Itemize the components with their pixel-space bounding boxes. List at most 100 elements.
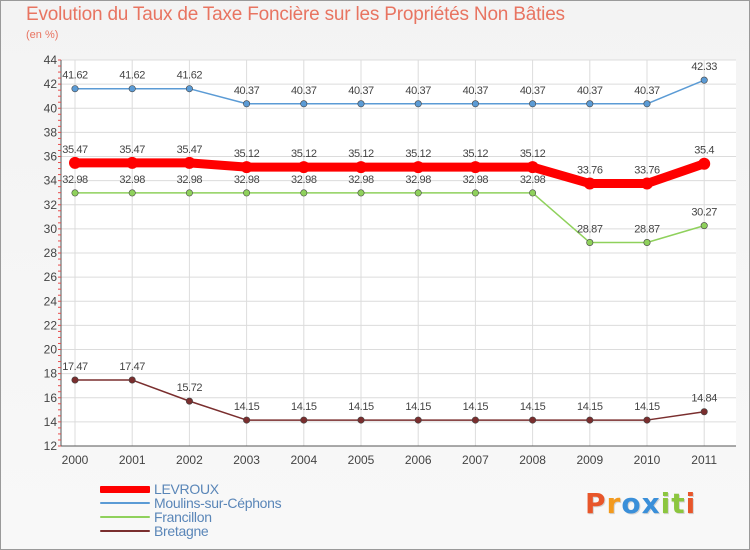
legend-label: LEVROUX xyxy=(154,481,219,497)
data-label: 35.12 xyxy=(463,148,489,160)
legend-item-bretagne: Bretagne xyxy=(100,524,281,538)
data-point xyxy=(469,161,482,174)
chart-subtitle: (en %) xyxy=(26,29,59,41)
data-point xyxy=(185,397,193,405)
data-label: 14.15 xyxy=(348,401,374,413)
legend-swatch xyxy=(100,485,150,493)
y-tick-label: 42 xyxy=(44,77,58,91)
data-label: 41.62 xyxy=(62,70,88,82)
data-label: 35.47 xyxy=(119,144,145,156)
data-label: 42.33 xyxy=(691,61,717,73)
data-point xyxy=(586,100,594,108)
data-point xyxy=(243,100,251,108)
data-point xyxy=(641,177,653,190)
logo-letter: r xyxy=(606,487,622,520)
y-tick-label: 14 xyxy=(44,415,58,429)
y-tick-label: 22 xyxy=(44,318,58,332)
data-point xyxy=(71,189,79,197)
legend-label: Francillon xyxy=(154,509,212,525)
y-tick-label: 34 xyxy=(44,174,58,188)
data-point xyxy=(300,189,308,197)
data-label: 41.62 xyxy=(177,70,203,82)
data-label: 32.98 xyxy=(234,174,260,186)
data-label: 14.15 xyxy=(520,401,546,413)
data-label: 33.76 xyxy=(634,165,660,177)
y-tick-label: 32 xyxy=(44,198,58,212)
data-point xyxy=(643,416,651,424)
data-point xyxy=(243,416,251,424)
data-point xyxy=(185,189,193,197)
data-point xyxy=(300,100,308,108)
data-label: 32.98 xyxy=(177,174,203,186)
data-point xyxy=(128,189,136,197)
series-line xyxy=(74,79,705,105)
data-point xyxy=(700,222,708,230)
y-tick-label: 18 xyxy=(44,367,58,381)
logo-letter: t xyxy=(671,487,686,520)
data-point xyxy=(529,100,537,108)
data-point xyxy=(357,189,365,197)
legend-swatch xyxy=(100,516,150,518)
legend-swatch xyxy=(100,530,150,532)
data-label: 14.15 xyxy=(405,401,431,413)
data-point xyxy=(412,161,425,174)
logo-letter: P xyxy=(585,487,607,520)
y-tick-label: 20 xyxy=(44,343,58,357)
y-tick-label: 36 xyxy=(44,150,58,164)
data-label: 32.98 xyxy=(291,174,317,186)
data-point xyxy=(643,100,651,108)
data-label: 35.12 xyxy=(234,148,260,160)
data-label: 14.15 xyxy=(234,401,260,413)
series-line xyxy=(70,158,709,189)
data-label: 35.4 xyxy=(694,145,714,157)
legend-item-moulins: Moulins-sur-Céphons xyxy=(100,496,282,510)
logo-letter: i xyxy=(685,487,697,520)
data-label: 35.12 xyxy=(520,148,546,160)
data-label: 41.62 xyxy=(119,70,145,82)
x-tick-label: 2009 xyxy=(576,453,603,467)
data-point xyxy=(586,239,594,247)
data-label: 35.47 xyxy=(177,144,203,156)
logo-letter: x xyxy=(641,487,661,520)
data-label: 14.84 xyxy=(691,393,717,405)
data-label: 15.72 xyxy=(177,382,203,394)
data-point xyxy=(355,161,367,174)
x-tick-label: 2005 xyxy=(348,453,375,467)
data-point xyxy=(128,376,136,384)
data-point xyxy=(643,239,651,247)
y-tick-label: 44 xyxy=(44,53,58,67)
data-point xyxy=(240,161,253,174)
data-label: 40.37 xyxy=(463,85,489,97)
data-point xyxy=(128,85,136,93)
y-tick-label: 38 xyxy=(44,125,58,139)
data-point xyxy=(297,161,310,174)
data-point xyxy=(526,161,539,174)
data-point xyxy=(471,100,479,108)
series-line xyxy=(74,379,705,421)
x-tick-label: 2011 xyxy=(691,453,717,467)
data-label: 14.15 xyxy=(291,401,317,413)
data-label: 40.37 xyxy=(348,85,374,97)
x-tick-label: 2004 xyxy=(290,453,317,467)
data-point xyxy=(414,189,422,197)
data-label: 35.47 xyxy=(62,144,88,156)
data-label: 17.47 xyxy=(119,361,145,373)
x-tick-label: 2008 xyxy=(519,453,546,467)
chart-legend: LEVROUX Moulins-sur-Céphons Francillon B… xyxy=(100,481,282,538)
data-label: 32.98 xyxy=(62,174,88,186)
data-point xyxy=(71,85,79,93)
data-point xyxy=(700,408,708,416)
data-label: 40.37 xyxy=(291,85,317,97)
x-tick-label: 2003 xyxy=(233,453,260,467)
data-point xyxy=(185,85,193,93)
legend-item-francillon: Francillon xyxy=(100,510,281,524)
data-point xyxy=(414,100,422,108)
series-line xyxy=(74,192,705,244)
data-label: 40.37 xyxy=(520,85,546,97)
data-point xyxy=(700,76,708,84)
data-label: 40.37 xyxy=(577,85,603,97)
data-label: 35.12 xyxy=(291,148,317,160)
legend-label: Bretagne xyxy=(154,523,209,539)
logo-letter: i xyxy=(660,487,672,520)
